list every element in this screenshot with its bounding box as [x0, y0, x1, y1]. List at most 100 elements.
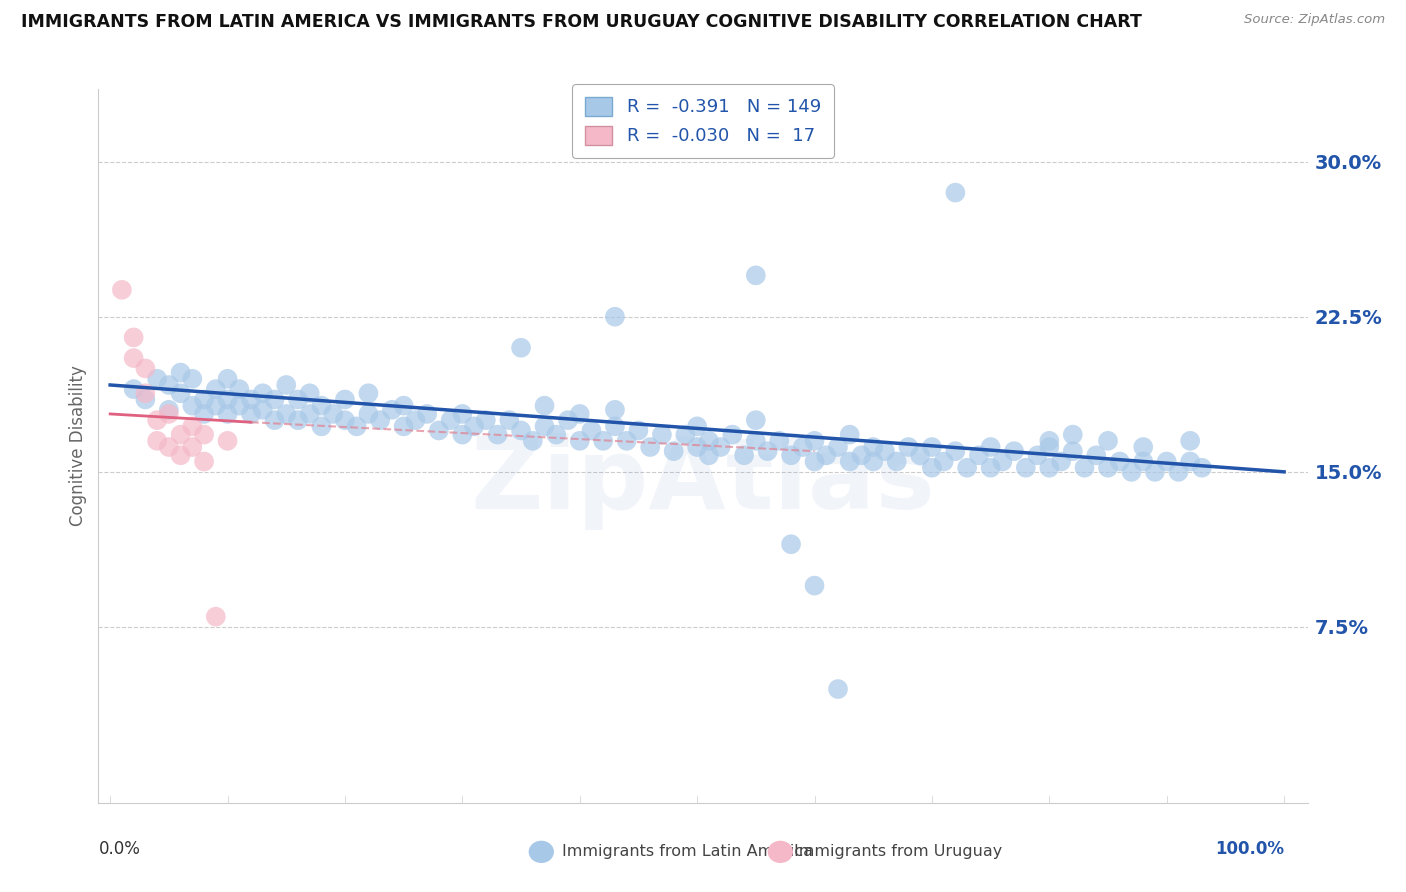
- Point: [134, 386, 156, 401]
- Point: [252, 386, 274, 401]
- Point: [111, 283, 134, 297]
- Point: [603, 402, 626, 417]
- Point: [745, 413, 768, 427]
- Point: [697, 434, 720, 448]
- Point: [1132, 440, 1154, 454]
- Point: [146, 372, 169, 386]
- Point: [803, 454, 825, 468]
- Point: [134, 361, 156, 376]
- Point: [1038, 440, 1060, 454]
- Text: Immigrants from Uruguay: Immigrants from Uruguay: [794, 845, 1002, 859]
- Point: [803, 579, 825, 593]
- Point: [357, 386, 380, 401]
- Point: [792, 440, 814, 454]
- Point: [368, 413, 391, 427]
- Point: [932, 454, 955, 468]
- Point: [592, 434, 614, 448]
- Point: [967, 448, 990, 462]
- Point: [827, 440, 849, 454]
- Point: [122, 382, 145, 396]
- Point: [404, 413, 426, 427]
- Point: [1015, 460, 1038, 475]
- Point: [122, 330, 145, 344]
- Point: [991, 454, 1014, 468]
- Point: [427, 424, 450, 438]
- Point: [568, 407, 591, 421]
- Point: [945, 444, 967, 458]
- Point: [228, 399, 250, 413]
- Point: [1062, 427, 1084, 442]
- Point: [956, 460, 979, 475]
- Point: [1097, 460, 1119, 475]
- Point: [768, 434, 790, 448]
- Point: [252, 402, 274, 417]
- Point: [333, 392, 356, 407]
- Point: [686, 419, 709, 434]
- Point: [451, 427, 474, 442]
- Point: [745, 268, 768, 283]
- Point: [240, 392, 263, 407]
- Point: [263, 392, 285, 407]
- Point: [157, 440, 180, 454]
- Point: [498, 413, 520, 427]
- Point: [228, 382, 250, 396]
- Text: 0.0%: 0.0%: [98, 840, 141, 858]
- Point: [1180, 454, 1202, 468]
- Point: [510, 424, 533, 438]
- Point: [193, 392, 215, 407]
- Point: [745, 434, 768, 448]
- Point: [510, 341, 533, 355]
- Point: [546, 427, 568, 442]
- Point: [780, 537, 803, 551]
- Point: [603, 419, 626, 434]
- Point: [322, 407, 344, 421]
- Point: [533, 419, 555, 434]
- Point: [193, 427, 215, 442]
- Point: [921, 440, 943, 454]
- Point: [838, 454, 860, 468]
- Point: [287, 392, 309, 407]
- Point: [204, 609, 226, 624]
- Point: [851, 448, 873, 462]
- Point: [756, 444, 779, 458]
- Point: [276, 378, 298, 392]
- Point: [298, 407, 321, 421]
- Text: Immigrants from Latin America: Immigrants from Latin America: [562, 845, 814, 859]
- Text: 100.0%: 100.0%: [1215, 840, 1284, 858]
- Point: [1108, 454, 1130, 468]
- Point: [217, 407, 239, 421]
- Point: [157, 378, 180, 392]
- Point: [217, 392, 239, 407]
- Point: [921, 460, 943, 475]
- Point: [193, 454, 215, 468]
- Point: [298, 386, 321, 401]
- Point: [451, 407, 474, 421]
- Point: [1026, 448, 1049, 462]
- Point: [838, 427, 860, 442]
- Point: [392, 399, 415, 413]
- Point: [1050, 454, 1073, 468]
- Point: [1156, 454, 1178, 468]
- Point: [169, 366, 191, 380]
- Point: [1132, 454, 1154, 468]
- Point: [416, 407, 439, 421]
- Point: [638, 440, 661, 454]
- Text: Source: ZipAtlas.com: Source: ZipAtlas.com: [1244, 13, 1385, 27]
- Legend: R =  -0.391   N = 149, R =  -0.030   N =  17: R = -0.391 N = 149, R = -0.030 N = 17: [572, 84, 834, 158]
- Point: [1038, 460, 1060, 475]
- Point: [204, 399, 226, 413]
- Point: [169, 427, 191, 442]
- Point: [603, 310, 626, 324]
- Point: [1002, 444, 1025, 458]
- Point: [522, 434, 544, 448]
- Point: [557, 413, 579, 427]
- Point: [673, 427, 696, 442]
- Point: [146, 413, 169, 427]
- Point: [181, 399, 204, 413]
- Point: [181, 440, 204, 454]
- Point: [333, 413, 356, 427]
- Point: [475, 413, 498, 427]
- Point: [616, 434, 638, 448]
- Point: [181, 372, 204, 386]
- Point: [908, 448, 931, 462]
